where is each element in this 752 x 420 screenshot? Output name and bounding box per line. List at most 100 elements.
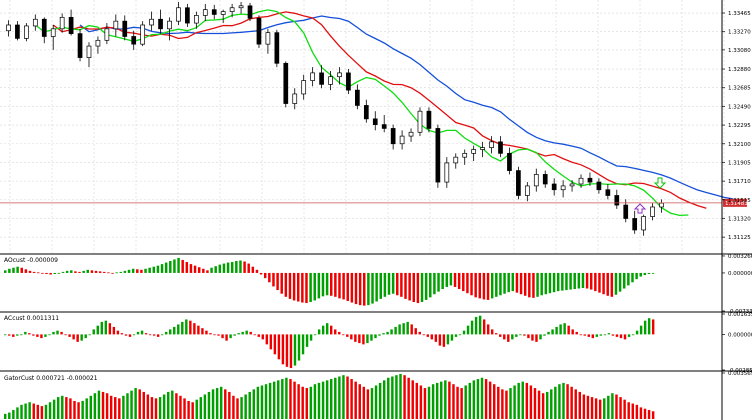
histogram-bar bbox=[396, 272, 399, 296]
histogram-bar bbox=[211, 389, 215, 419]
histogram-bar bbox=[440, 381, 443, 419]
gator-indicator-panel[interactable]: GatorCust 0.000721 -0.000021 0.003569 bbox=[4, 371, 752, 419]
histogram-bar bbox=[61, 271, 65, 273]
indicator-tick-label: -0.007330 bbox=[728, 309, 752, 315]
histogram-bar bbox=[478, 272, 482, 299]
histogram-bar bbox=[370, 388, 374, 419]
price-axis: 1.33465 1.33270 1.33080 1.32880 1.32685 1.324… bbox=[722, 11, 751, 241]
histogram-bar bbox=[420, 272, 424, 303]
histogram-bar bbox=[519, 272, 523, 295]
histogram-bar bbox=[563, 323, 566, 335]
histogram-bar bbox=[379, 272, 382, 299]
histogram-bar bbox=[391, 376, 394, 419]
histogram-bar bbox=[325, 272, 329, 296]
histogram-bar bbox=[48, 334, 51, 336]
histogram-bar bbox=[509, 388, 512, 419]
histogram-bar bbox=[90, 270, 94, 273]
histogram-bar bbox=[249, 331, 252, 335]
histogram-bar bbox=[268, 272, 271, 283]
histogram-bar bbox=[52, 331, 55, 335]
gator-histogram bbox=[4, 373, 655, 419]
histogram-bar bbox=[77, 402, 80, 419]
histogram-bar bbox=[93, 393, 97, 419]
histogram-bar bbox=[233, 334, 236, 336]
histogram-bar bbox=[202, 268, 205, 273]
histogram-bar bbox=[639, 325, 643, 335]
histogram-bar bbox=[169, 329, 172, 335]
price-tick-label: 1.32880 bbox=[728, 67, 751, 73]
histogram-bar bbox=[218, 264, 222, 273]
candlestick-series bbox=[6, 2, 664, 236]
histogram-bar bbox=[606, 272, 609, 296]
histogram-bar bbox=[301, 272, 304, 303]
histogram-bar bbox=[330, 379, 333, 419]
ac-histogram bbox=[4, 315, 655, 369]
histogram-bar bbox=[354, 381, 357, 419]
histogram-bar bbox=[371, 272, 374, 304]
histogram-bar bbox=[173, 259, 176, 273]
histogram-bar bbox=[358, 334, 361, 344]
histogram-bar bbox=[185, 262, 189, 273]
histogram-bar bbox=[12, 334, 15, 337]
histogram-bar bbox=[273, 334, 277, 355]
histogram-bar bbox=[12, 409, 15, 419]
histogram-bar bbox=[495, 333, 498, 335]
histogram-bar bbox=[446, 334, 450, 345]
price-chart-panel[interactable]: 1.31483 bbox=[0, 0, 748, 253]
histogram-bar bbox=[16, 266, 19, 273]
histogram-bar bbox=[88, 334, 91, 336]
histogram-bar bbox=[589, 272, 593, 290]
ac-indicator-panel[interactable]: ACcust 0.0011311 0.0016358 0.0000000 -0.00… bbox=[4, 312, 752, 374]
histogram-bar bbox=[94, 270, 98, 273]
histogram-bar bbox=[122, 395, 125, 419]
histogram-bar bbox=[173, 326, 176, 335]
ao-indicator-panel[interactable]: AOcust -0.000009 0.003266 0.000000 -0.0073… bbox=[4, 254, 752, 315]
bearish-candle bbox=[274, 32, 280, 64]
histogram-bar bbox=[363, 272, 366, 306]
histogram-bar bbox=[251, 266, 255, 273]
histogram-bar bbox=[639, 272, 642, 277]
histogram-bar bbox=[248, 391, 251, 419]
histogram-bar bbox=[515, 334, 518, 337]
histogram-bar bbox=[269, 334, 273, 350]
histogram-bar bbox=[185, 319, 188, 335]
histogram-bar bbox=[350, 334, 353, 340]
histogram-bar bbox=[272, 381, 276, 419]
histogram-bar bbox=[12, 267, 15, 273]
ao-histogram bbox=[4, 257, 655, 306]
histogram-bar bbox=[507, 334, 510, 342]
histogram-bar bbox=[598, 399, 602, 419]
histogram-bar bbox=[435, 382, 439, 419]
histogram-bar bbox=[221, 334, 224, 339]
histogram-bar bbox=[56, 397, 60, 419]
histogram-bar bbox=[651, 272, 655, 274]
histogram-bar bbox=[107, 272, 110, 274]
histogram-bar bbox=[82, 270, 85, 273]
histogram-bar bbox=[532, 272, 535, 298]
histogram-bar bbox=[647, 272, 651, 274]
histogram-bar bbox=[627, 272, 630, 286]
histogram-bar bbox=[462, 330, 466, 335]
histogram-bar bbox=[412, 272, 416, 303]
histogram-bar bbox=[321, 272, 325, 297]
histogram-bar bbox=[424, 272, 428, 300]
histogram-bar bbox=[358, 384, 361, 419]
histogram-bar bbox=[154, 398, 158, 419]
histogram-bar bbox=[37, 272, 40, 274]
histogram-bar bbox=[136, 331, 140, 335]
bullish-candle bbox=[140, 24, 146, 45]
histogram-bar bbox=[164, 262, 168, 273]
price-tick-label: 1.31125 bbox=[728, 235, 751, 241]
histogram-bar bbox=[554, 386, 557, 419]
histogram-bar bbox=[416, 272, 420, 304]
bullish-candle bbox=[524, 185, 530, 196]
histogram-bar bbox=[426, 334, 430, 337]
histogram-bar bbox=[183, 398, 186, 419]
histogram-bar bbox=[450, 334, 454, 341]
histogram-bar bbox=[244, 394, 247, 419]
bullish-candle bbox=[104, 28, 110, 41]
histogram-bar bbox=[144, 333, 148, 335]
histogram-bar bbox=[92, 329, 95, 335]
histogram-bar bbox=[57, 272, 61, 274]
